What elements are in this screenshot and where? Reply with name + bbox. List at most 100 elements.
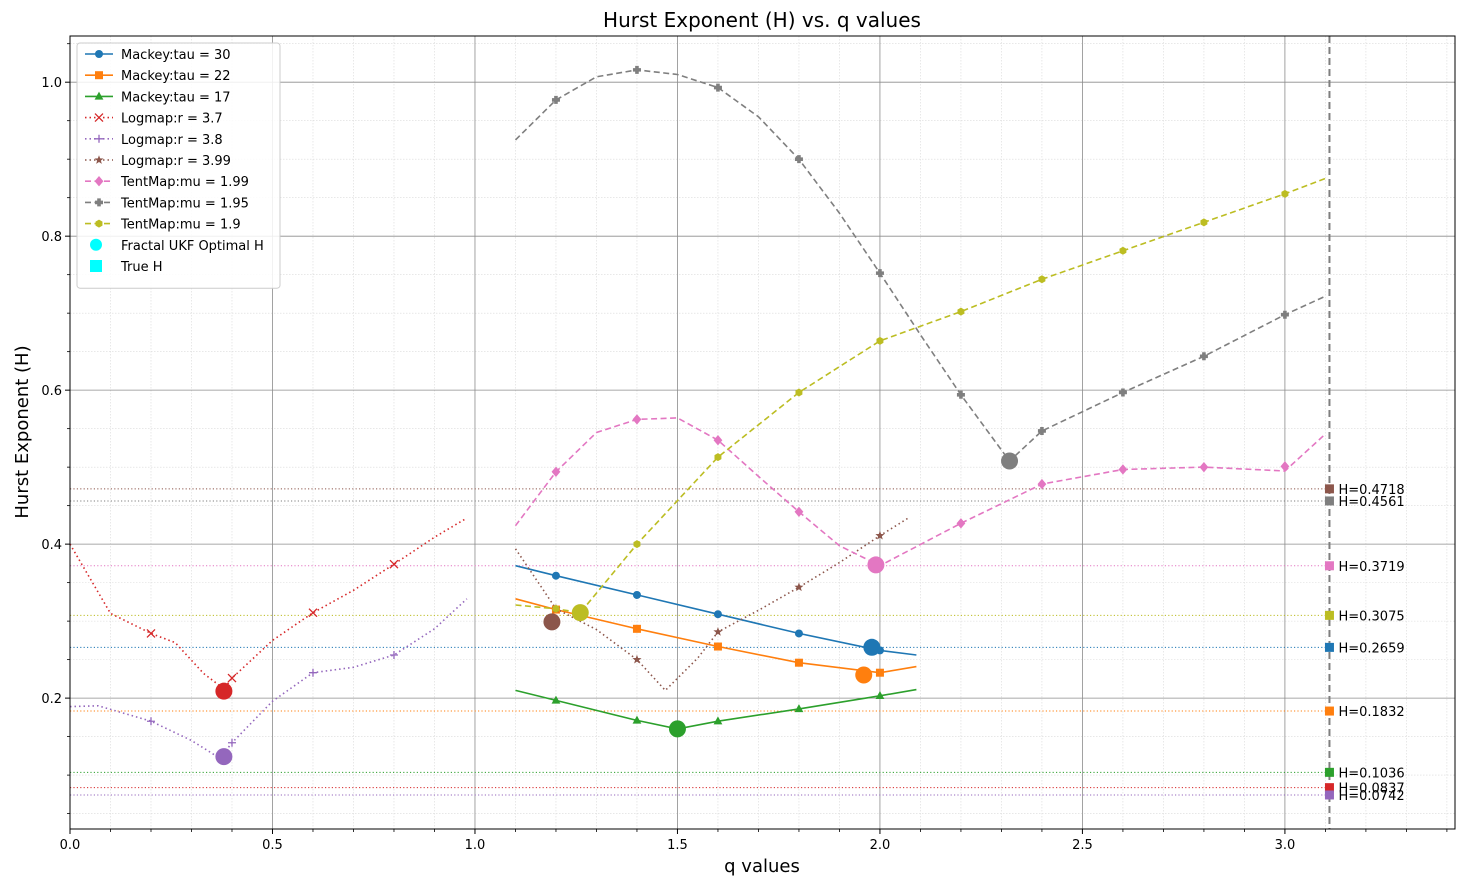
y-tick-label: 0.8 xyxy=(41,230,62,245)
true-h-marker xyxy=(1324,790,1334,800)
data-point xyxy=(875,668,884,677)
data-point xyxy=(632,624,641,633)
data-point xyxy=(794,629,803,638)
true-h-marker xyxy=(1324,610,1334,620)
true-h-label: H=0.0837 xyxy=(1338,782,1404,797)
true-h-label: H=0.0742 xyxy=(1338,789,1404,804)
legend-label: TentMap:mu = 1.99 xyxy=(120,175,249,190)
legend-marker xyxy=(95,198,103,207)
data-point xyxy=(1118,464,1128,475)
data-point xyxy=(794,506,804,517)
legend-marker xyxy=(95,219,103,228)
legend-box xyxy=(76,42,281,289)
y-tick-label: 0.6 xyxy=(41,384,62,399)
legend-label: Mackey:tau = 17 xyxy=(121,90,231,105)
legend-label: TentMap:mu = 1.9 xyxy=(120,218,241,233)
legend-label: Fractal UKF Optimal H xyxy=(121,239,264,254)
data-point xyxy=(713,83,722,92)
axis-ticks: 0.0 0.5 1.0 1.5 2.0 2.5 3.0 0.2 0.4 0.6 0.8 1.0 xyxy=(41,43,1448,853)
data-point xyxy=(794,155,803,164)
true-h-marker xyxy=(1324,706,1334,716)
legend: Mackey:tau = 30 Mackey:tau = 22 Mackey:tau… xyxy=(76,42,281,289)
optimal-h-point xyxy=(668,720,686,738)
data-point xyxy=(389,651,398,660)
data-point xyxy=(956,518,966,529)
x-tick-label: 1.5 xyxy=(667,838,688,853)
legend-label: TentMap:mu = 1.95 xyxy=(120,196,249,211)
true-h-label: H=0.1036 xyxy=(1338,766,1404,781)
legend-label: Logmap:r = 3.8 xyxy=(121,133,223,148)
legend-label: Logmap:r = 3.99 xyxy=(121,154,231,169)
x-tick-label: 2.0 xyxy=(870,838,891,853)
optimal-h-point xyxy=(863,638,881,656)
data-point xyxy=(1200,218,1208,227)
data-point xyxy=(795,388,803,397)
optimal-h-point xyxy=(543,613,561,631)
data-point xyxy=(713,716,723,725)
true-h-marker xyxy=(1324,496,1334,506)
data-point xyxy=(551,571,560,580)
legend-label: Logmap:r = 3.7 xyxy=(121,112,223,127)
data-point xyxy=(146,628,156,638)
true-h-label: H=0.3719 xyxy=(1338,560,1404,575)
x-tick-label: 3.0 xyxy=(1275,838,1296,853)
data-point xyxy=(552,604,560,613)
x-tick-label: 1.0 xyxy=(465,838,486,853)
data-point xyxy=(713,434,723,446)
data-point xyxy=(1118,388,1127,397)
series-line xyxy=(69,598,468,760)
series-line xyxy=(515,688,917,730)
optimal-h-point xyxy=(855,666,873,684)
data-point xyxy=(713,642,722,651)
data-point xyxy=(875,691,885,700)
data-point xyxy=(633,540,641,549)
true-h-marker xyxy=(1324,767,1334,777)
legend-label: Mackey:tau = 22 xyxy=(121,69,231,84)
optimal-h-point xyxy=(1001,452,1019,470)
data-point xyxy=(794,582,804,592)
true-h-marker xyxy=(1324,642,1334,652)
series-line xyxy=(514,517,909,692)
data-point xyxy=(957,307,965,316)
data-point xyxy=(632,414,642,425)
legend-label: True H xyxy=(120,260,163,275)
data-point xyxy=(1280,461,1290,472)
true-h-marker xyxy=(1324,561,1334,571)
series-markers: H=0.2659 H=0.1832 H=0.1036H=0.0837H=0.0742… xyxy=(146,65,1405,804)
true-h-label: H=0.3075 xyxy=(1338,609,1404,624)
true-h-label: H=0.4561 xyxy=(1338,495,1404,510)
data-point xyxy=(713,627,723,636)
plot-frame xyxy=(69,35,1456,830)
data-point xyxy=(1119,246,1127,255)
true-h-lines xyxy=(70,488,1330,796)
optimal-h-point xyxy=(571,604,589,622)
chart-title: Hurst Exponent (H) vs. q values xyxy=(603,8,921,32)
y-axis-label: Hurst Exponent (H) xyxy=(12,345,33,518)
legend-marker xyxy=(90,238,102,251)
true-h-marker xyxy=(1324,783,1334,793)
series-line xyxy=(69,517,468,691)
data-point xyxy=(1281,189,1289,198)
optimal-h-point xyxy=(215,682,233,700)
x-tick-label: 0.0 xyxy=(60,838,81,853)
optimal-h-point xyxy=(867,556,885,574)
data-point xyxy=(714,453,722,462)
data-point xyxy=(551,95,560,104)
data-point xyxy=(876,336,884,345)
series-line xyxy=(514,417,1326,567)
legend-marker xyxy=(95,71,103,80)
data-point xyxy=(1280,310,1289,319)
data-point xyxy=(227,738,236,747)
y-tick-label: 0.4 xyxy=(41,538,62,553)
data-point xyxy=(1199,461,1209,473)
data-point xyxy=(1037,478,1047,490)
data-point xyxy=(794,704,804,713)
optimal-h-point xyxy=(215,748,233,766)
data-point xyxy=(632,654,642,664)
data-point xyxy=(1199,352,1208,361)
legend-marker xyxy=(94,91,104,100)
legend-marker xyxy=(94,113,104,123)
data-point xyxy=(389,559,399,569)
true-h-label: H=0.1832 xyxy=(1338,705,1404,720)
legend-label: Mackey:tau = 30 xyxy=(121,48,231,63)
